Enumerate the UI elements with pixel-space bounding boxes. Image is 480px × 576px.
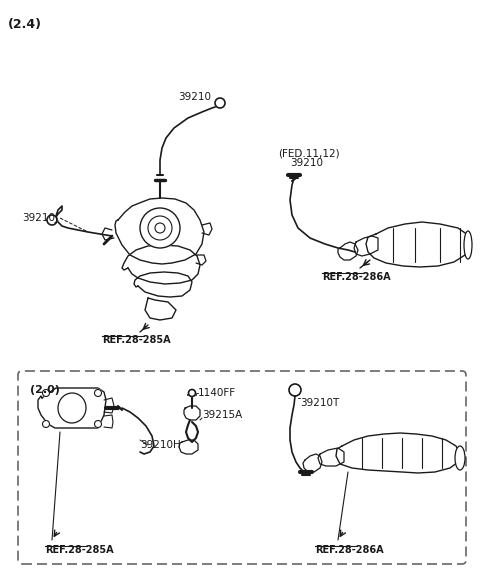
- Text: 39210H: 39210H: [140, 440, 181, 450]
- Circle shape: [289, 384, 301, 396]
- Polygon shape: [184, 406, 200, 420]
- Ellipse shape: [455, 446, 465, 470]
- Polygon shape: [179, 440, 198, 454]
- Circle shape: [43, 389, 49, 396]
- Circle shape: [95, 389, 101, 396]
- Polygon shape: [134, 272, 192, 297]
- Text: REF.28-286A: REF.28-286A: [322, 272, 391, 282]
- Polygon shape: [122, 245, 200, 284]
- Text: (2.4): (2.4): [8, 18, 42, 31]
- Polygon shape: [338, 242, 358, 260]
- Polygon shape: [115, 198, 204, 264]
- Circle shape: [215, 98, 225, 108]
- Polygon shape: [318, 448, 344, 466]
- Text: (FED.11,12): (FED.11,12): [278, 148, 340, 158]
- Ellipse shape: [464, 231, 472, 259]
- Polygon shape: [366, 222, 470, 267]
- Text: 39210: 39210: [178, 92, 211, 102]
- Circle shape: [43, 420, 49, 427]
- Text: REF.28-285A: REF.28-285A: [45, 545, 114, 555]
- Text: (2.0): (2.0): [30, 385, 60, 395]
- Text: 39215A: 39215A: [202, 410, 242, 420]
- Polygon shape: [336, 433, 460, 473]
- Polygon shape: [38, 388, 106, 428]
- Polygon shape: [354, 236, 378, 256]
- Text: REF.28-285A: REF.28-285A: [102, 335, 170, 345]
- Ellipse shape: [58, 393, 86, 423]
- Text: 39210: 39210: [290, 158, 323, 168]
- Polygon shape: [303, 454, 322, 472]
- Text: REF.28-286A: REF.28-286A: [315, 545, 384, 555]
- Text: 1140FF: 1140FF: [198, 388, 236, 398]
- Circle shape: [148, 216, 172, 240]
- Circle shape: [47, 215, 57, 225]
- Text: 39210T: 39210T: [300, 398, 339, 408]
- Polygon shape: [145, 298, 176, 320]
- Circle shape: [140, 208, 180, 248]
- Circle shape: [95, 420, 101, 427]
- Circle shape: [189, 389, 195, 396]
- Circle shape: [155, 223, 165, 233]
- Text: 39210J: 39210J: [22, 213, 58, 223]
